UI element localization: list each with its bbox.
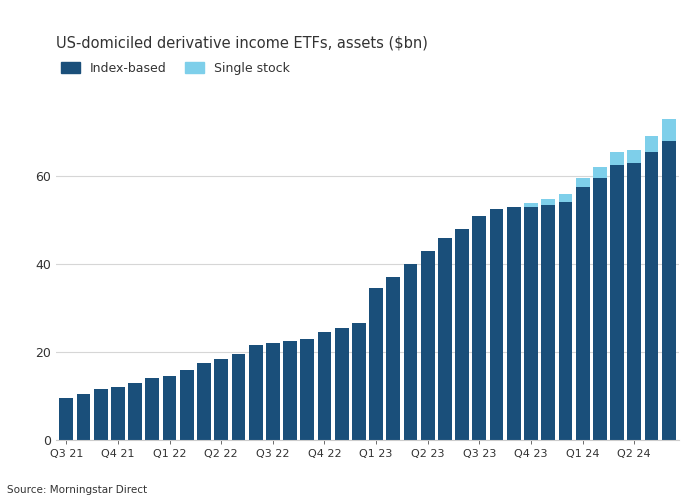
Bar [610, 152, 624, 165]
Bar [575, 178, 589, 187]
Bar [386, 277, 400, 440]
Bar [318, 332, 331, 440]
Bar [128, 383, 142, 440]
Bar [146, 378, 160, 440]
Bar [575, 187, 589, 440]
Bar [541, 200, 555, 204]
Bar [369, 288, 383, 440]
Bar [180, 370, 194, 440]
Bar [455, 229, 469, 440]
Bar [662, 119, 676, 141]
Bar [627, 163, 641, 440]
Bar [284, 341, 297, 440]
Bar [645, 152, 658, 440]
Text: US-domiciled derivative income ETFs, assets ($bn): US-domiciled derivative income ETFs, ass… [56, 35, 428, 50]
Bar [593, 167, 607, 178]
Bar [524, 207, 538, 440]
Bar [111, 387, 125, 440]
Bar [335, 328, 349, 440]
Bar [559, 202, 573, 440]
Bar [662, 141, 676, 440]
Bar [610, 165, 624, 440]
Bar [60, 398, 74, 440]
Bar [438, 238, 452, 440]
Bar [473, 216, 486, 440]
Bar [627, 150, 641, 163]
Bar [404, 264, 417, 440]
Text: Source: Morningstar Direct: Source: Morningstar Direct [7, 485, 147, 495]
Bar [197, 363, 211, 440]
Bar [352, 324, 366, 440]
Bar [421, 251, 435, 440]
Bar [266, 343, 280, 440]
Bar [645, 136, 658, 152]
Bar [541, 204, 555, 440]
Bar [162, 376, 176, 440]
Bar [300, 339, 314, 440]
Legend: Index-based, Single stock: Index-based, Single stock [56, 57, 295, 80]
Bar [524, 204, 538, 207]
Bar [593, 178, 607, 440]
Bar [214, 358, 228, 440]
Bar [507, 207, 521, 440]
Bar [559, 194, 573, 202]
Bar [94, 390, 108, 440]
Bar [77, 394, 90, 440]
Bar [490, 209, 503, 440]
Bar [248, 346, 262, 440]
Bar [232, 354, 245, 440]
